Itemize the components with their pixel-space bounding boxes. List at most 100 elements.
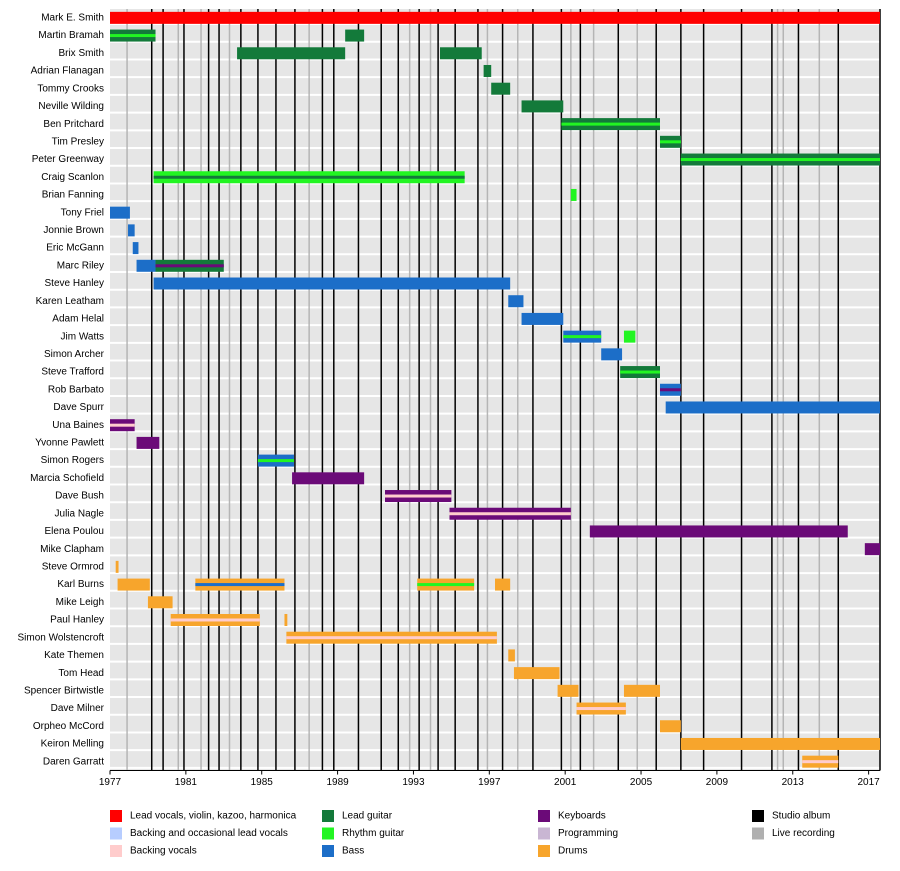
member-bar	[570, 188, 577, 201]
secondary-role-stripe	[257, 459, 294, 463]
member-bar	[623, 684, 660, 697]
legend-swatch	[110, 845, 122, 857]
member-name: Steve Trafford	[41, 367, 104, 378]
secondary-role-stripe	[110, 34, 156, 38]
legend-label: Keyboards	[558, 811, 606, 822]
plot-background	[110, 9, 880, 771]
member-name: Rob Barbato	[48, 384, 105, 395]
member-bar	[115, 560, 119, 573]
member-name: Keiron Melling	[41, 739, 104, 750]
member-name: Mike Leigh	[56, 597, 104, 608]
member-name: Tommy Crooks	[37, 83, 104, 94]
member-name: Tom Head	[58, 668, 104, 679]
member-name: Mike Clapham	[40, 544, 104, 555]
member-name: Peter Greenway	[32, 154, 104, 165]
member-bar	[132, 242, 139, 255]
legend-label: Rhythm guitar	[342, 828, 405, 839]
secondary-role-stripe	[449, 512, 571, 516]
member-name: Daren Garratt	[43, 756, 104, 767]
member-bar	[147, 596, 173, 609]
member-name: Paul Hanley	[50, 615, 104, 626]
member-name: Yvonne Pawlett	[35, 438, 104, 449]
legend-label: Studio album	[772, 811, 830, 822]
legend-swatch	[110, 810, 122, 822]
x-tick-label: 1981	[175, 777, 198, 788]
member-bar	[508, 649, 515, 662]
legend-label: Bass	[342, 846, 364, 857]
legend-label: Live recording	[772, 828, 835, 839]
member-bar	[623, 330, 636, 343]
x-tick-label: 2013	[782, 777, 805, 788]
member-bar	[128, 224, 135, 237]
secondary-role-stripe	[563, 335, 602, 339]
member-bar	[483, 64, 492, 77]
secondary-role-stripe	[680, 158, 880, 162]
secondary-role-stripe	[620, 370, 660, 374]
member-name: Tim Presley	[52, 136, 104, 147]
member-bar	[110, 11, 880, 24]
member-bar	[513, 667, 560, 680]
x-tick-label: 2009	[706, 777, 729, 788]
legend-label: Drums	[558, 846, 587, 857]
member-bar	[292, 472, 365, 485]
x-tick-label: 2005	[630, 777, 653, 788]
member-name: Neville Wilding	[38, 101, 104, 112]
secondary-role-stripe	[153, 175, 465, 179]
x-tick-label: 1993	[402, 777, 425, 788]
member-name: Julia Nagle	[55, 508, 105, 519]
secondary-role-stripe	[155, 264, 224, 268]
member-name: Dave Milner	[51, 703, 105, 714]
member-name: Brian Fanning	[42, 190, 104, 201]
secondary-role-stripe	[802, 760, 839, 764]
member-name: Martin Bramah	[38, 30, 104, 41]
member-bar	[680, 737, 880, 750]
secondary-role-stripe	[385, 494, 452, 498]
member-name: Tony Friel	[61, 207, 104, 218]
member-name: Kate Themen	[44, 650, 104, 661]
x-tick-label: 2017	[857, 777, 880, 788]
member-name: Simon Rogers	[41, 455, 104, 466]
legend-label: Backing vocals	[130, 846, 197, 857]
member-bar	[665, 401, 880, 414]
legend-swatch	[538, 845, 550, 857]
member-name: Mark E. Smith	[41, 12, 104, 23]
legend-swatch	[538, 810, 550, 822]
member-bar	[508, 295, 524, 308]
member-bar	[345, 29, 365, 42]
member-name: Craig Scanlon	[41, 172, 104, 183]
secondary-role-stripe	[195, 583, 285, 587]
member-bar	[440, 47, 482, 60]
member-name: Adrian Flanagan	[31, 66, 104, 77]
secondary-role-stripe	[561, 122, 660, 126]
member-name: Orpheo McCord	[33, 721, 104, 732]
member-bar	[237, 47, 346, 60]
member-bar	[136, 436, 160, 449]
x-tick-label: 1989	[326, 777, 349, 788]
member-name: Steve Hanley	[45, 278, 104, 289]
legend-label: Programming	[558, 828, 618, 839]
member-name: Una Baines	[52, 420, 104, 431]
member-name: Karl Burns	[57, 579, 104, 590]
member-bar	[491, 82, 511, 95]
member-name: Dave Spurr	[53, 402, 104, 413]
member-bar	[660, 720, 681, 733]
legend-swatch	[752, 827, 764, 840]
member-bar	[864, 543, 880, 556]
legend-swatch	[110, 827, 122, 840]
x-tick-label: 1977	[99, 777, 122, 788]
legend-swatch	[322, 845, 334, 857]
legend-swatch	[538, 827, 550, 840]
secondary-role-stripe	[417, 583, 475, 587]
x-tick-label: 1997	[478, 777, 501, 788]
member-bar	[557, 684, 579, 697]
legend-swatch	[322, 827, 334, 840]
member-name: Simon Archer	[44, 349, 105, 360]
member-name: Marcia Schofield	[30, 473, 104, 484]
member-name: Dave Bush	[55, 491, 104, 502]
member-bar	[117, 578, 150, 591]
x-tick-label: 1985	[251, 777, 274, 788]
member-name: Karen Leatham	[36, 296, 104, 307]
member-name: Simon Wolstencroft	[17, 632, 104, 643]
secondary-role-stripe	[286, 636, 497, 640]
legend-label: Lead vocals, violin, kazoo, harmonica	[130, 811, 297, 822]
